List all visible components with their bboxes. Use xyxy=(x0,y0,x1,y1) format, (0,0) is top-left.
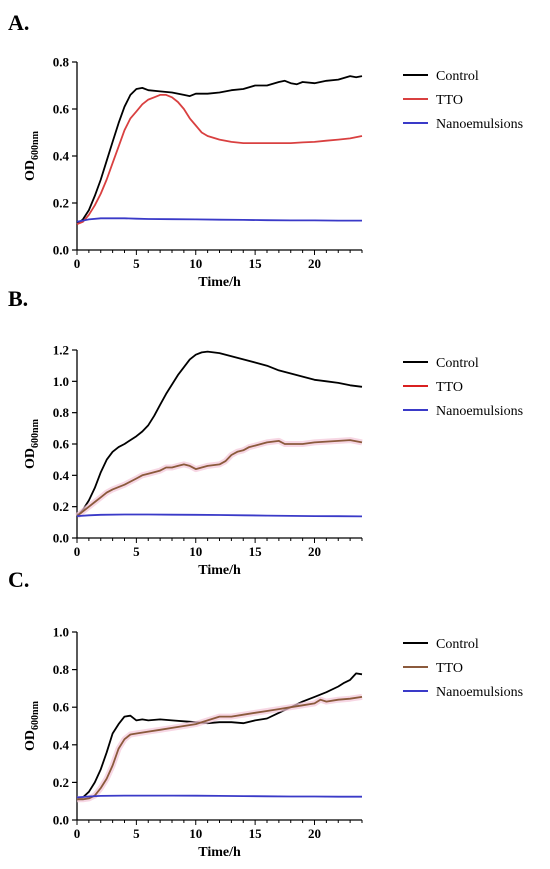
y-tick-label: 0.0 xyxy=(53,813,69,828)
legend-label-tto: TTO xyxy=(436,661,463,676)
y-axis-title: OD600nm xyxy=(23,418,41,469)
series-line-tto xyxy=(77,696,363,801)
legend-label-control: Control xyxy=(436,637,479,652)
legend-label-control: Control xyxy=(436,356,479,371)
y-tick-label: 0.0 xyxy=(53,243,69,258)
x-tick-label: 5 xyxy=(133,826,140,841)
legend-label-tto: TTO xyxy=(436,93,463,108)
x-tick-label: 0 xyxy=(74,826,81,841)
y-axis-title-subscript: 600nm xyxy=(30,130,41,160)
y-tick-label: 0.6 xyxy=(53,437,70,452)
chart-panel-2: B. 0.0 0.2 0.4 0.6 0.8 1.0 1.2 0 5 10 15 20 Time/h OD6… xyxy=(8,286,523,578)
y-axis-title: OD600nm xyxy=(23,700,41,751)
legend-label-nanoemulsions: Nanoemulsions xyxy=(436,117,523,132)
x-tick-label: 0 xyxy=(74,256,81,271)
x-tick-label: 10 xyxy=(189,256,202,271)
series-line-control xyxy=(76,75,363,225)
x-tick-label: 20 xyxy=(308,826,321,841)
y-tick-label: 0.4 xyxy=(53,149,70,164)
y-tick-label: 1.0 xyxy=(53,374,69,389)
y-axis-title-subscript: 600nm xyxy=(30,418,41,448)
y-axis-title-main: OD xyxy=(23,730,38,751)
y-tick-label: 0.2 xyxy=(53,775,69,790)
y-tick-label: 0.8 xyxy=(53,55,70,70)
y-axis-title: OD600nm xyxy=(23,130,41,181)
panel-label: A. xyxy=(8,10,29,35)
x-tick-label: 15 xyxy=(249,826,263,841)
y-axis-title-main: OD xyxy=(23,160,38,181)
y-tick-label: 0.8 xyxy=(53,662,70,677)
y-tick-label: 0.4 xyxy=(53,737,70,752)
chart-panel-3: C. 0.0 0.2 0.4 0.6 0.8 1.0 0 5 10 15 20 Time/h OD600n… xyxy=(8,567,523,860)
series-line-control xyxy=(76,350,363,517)
chart-panel-1: A. 0.0 0.2 0.4 0.6 0.8 0 5 10 15 20 Time/h OD600nm Co… xyxy=(8,10,523,290)
legend-label-nanoemulsions: Nanoemulsions xyxy=(436,685,523,700)
x-axis-title: Time/h xyxy=(198,563,241,578)
series-line-nanoemulsions xyxy=(76,217,362,223)
x-tick-label: 15 xyxy=(249,256,263,271)
legend-label-tto: TTO xyxy=(436,380,463,395)
panel-label: C. xyxy=(8,567,29,592)
series-line-tto xyxy=(76,439,363,517)
y-tick-label: 1.0 xyxy=(53,625,69,640)
x-tick-label: 5 xyxy=(133,256,140,271)
y-axis-title-main: OD xyxy=(23,448,38,469)
y-tick-label: 0.6 xyxy=(53,102,70,117)
y-tick-label: 0.8 xyxy=(53,405,70,420)
series-line-nanoemulsions xyxy=(76,513,363,518)
x-tick-label: 20 xyxy=(308,256,321,271)
x-axis-title: Time/h xyxy=(198,275,241,290)
series-line-nanoemulsions xyxy=(76,794,362,799)
y-tick-label: 0.2 xyxy=(53,196,69,211)
y-tick-label: 0.6 xyxy=(53,700,70,715)
legend-label-nanoemulsions: Nanoemulsions xyxy=(436,404,523,419)
y-tick-label: 0.4 xyxy=(53,468,70,483)
x-tick-label: 15 xyxy=(249,544,263,559)
x-tick-label: 10 xyxy=(189,826,202,841)
series-error-band-tto xyxy=(75,437,363,519)
series-line-tto xyxy=(76,94,363,226)
y-tick-label: 0.2 xyxy=(53,499,69,514)
x-tick-label: 5 xyxy=(133,544,140,559)
x-tick-label: 0 xyxy=(74,544,81,559)
y-tick-label: 1.2 xyxy=(53,343,69,358)
x-tick-label: 10 xyxy=(189,544,202,559)
panel-label: B. xyxy=(8,286,28,311)
y-axis-title-subscript: 600nm xyxy=(30,700,41,730)
legend-label-control: Control xyxy=(436,69,479,84)
x-axis-title: Time/h xyxy=(198,845,241,860)
y-tick-label: 0.0 xyxy=(53,531,69,546)
x-tick-label: 20 xyxy=(308,544,321,559)
series-line-control xyxy=(76,672,363,801)
